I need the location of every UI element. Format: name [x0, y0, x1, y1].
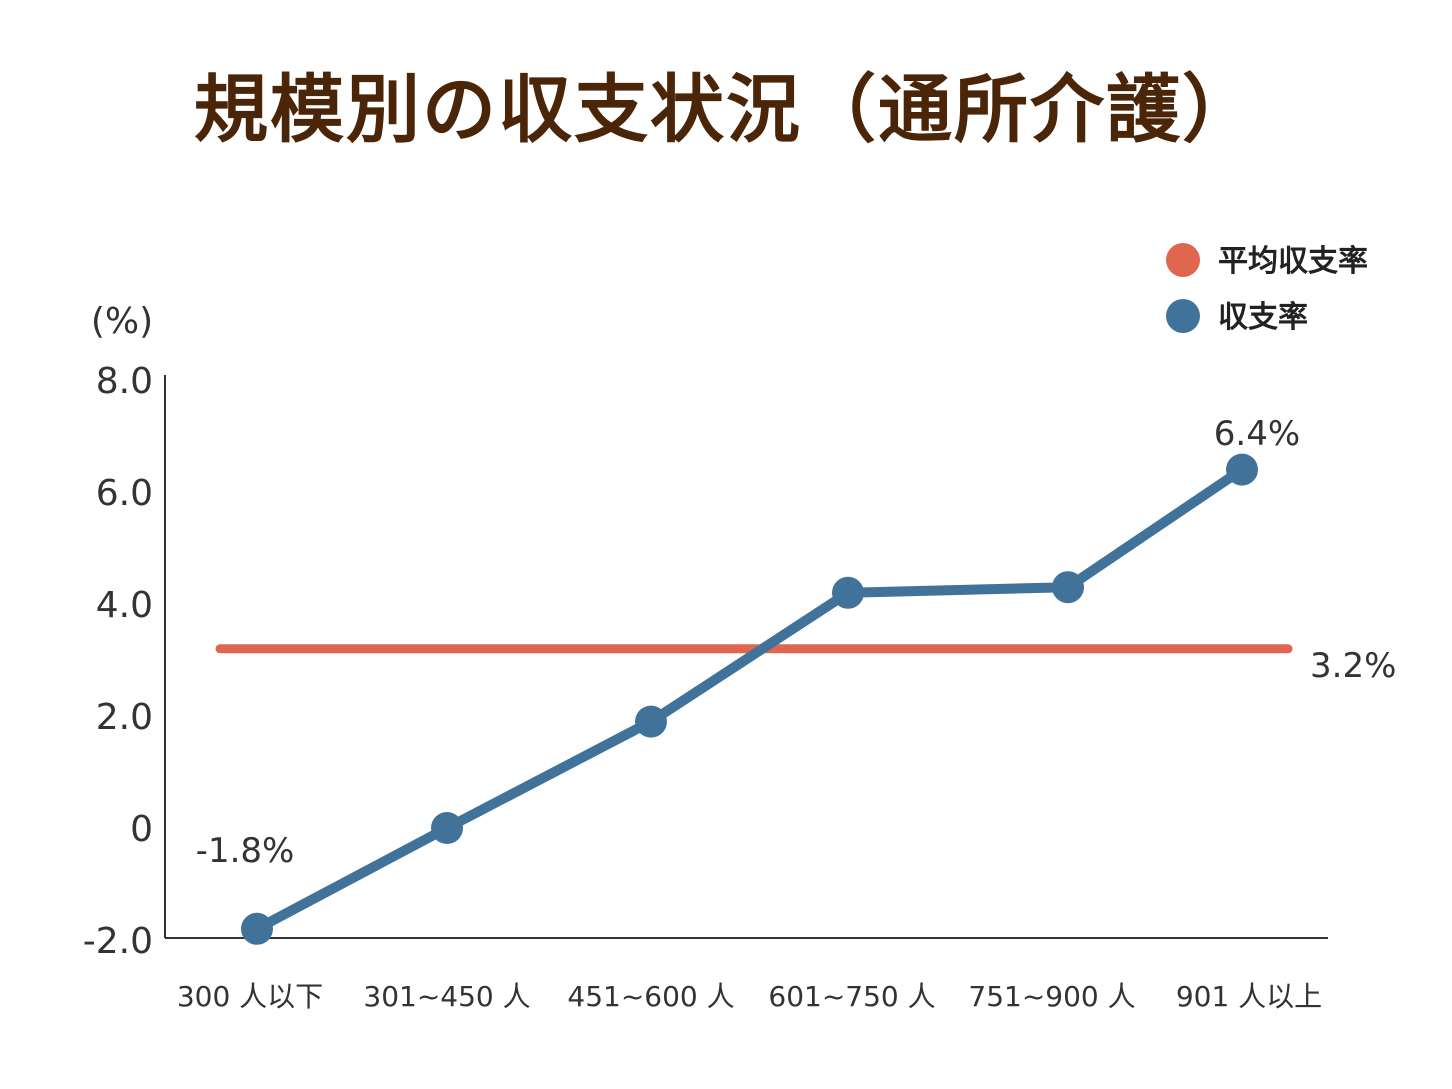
chart-title: 規模別の収支状況（通所介護）: [194, 67, 1258, 153]
data-point: [1226, 453, 1258, 486]
legend: 平均収支率 収支率: [1166, 243, 1368, 335]
series-line: [254, 465, 1245, 934]
legend-label-average: 平均収支率: [1218, 244, 1368, 279]
y-tick-label: 4.0: [96, 585, 153, 626]
data-label-last: 6.4%: [1214, 414, 1300, 454]
data-point: [431, 812, 463, 844]
average-label: 3.2%: [1310, 646, 1396, 686]
y-tick-label: 0: [130, 809, 153, 850]
x-tick-label: 601~750 人: [768, 980, 935, 1013]
x-tick-label: 901 人以上: [1176, 980, 1322, 1013]
x-tick-label: 451~600 人: [567, 980, 734, 1013]
legend-marker-rate: [1166, 299, 1200, 333]
legend-label-rate: 収支率: [1218, 300, 1308, 335]
data-label-first: -1.8%: [196, 831, 295, 871]
y-tick-label: 8.0: [96, 361, 153, 402]
data-point: [241, 912, 273, 945]
data-point: [1052, 571, 1084, 604]
x-tick-label: 301~450 人: [363, 980, 530, 1013]
y-axis-label: (%): [91, 301, 153, 342]
y-tick-label: -2.0: [83, 921, 153, 962]
data-point: [635, 705, 667, 738]
data-point: [832, 576, 864, 609]
y-tick-label: 2.0: [96, 697, 153, 738]
x-tick-label: 300 人以下: [177, 980, 323, 1013]
y-tick-label: 6.0: [96, 473, 153, 514]
x-tick-label: 751~900 人: [968, 980, 1135, 1013]
legend-marker-average: [1166, 243, 1200, 277]
